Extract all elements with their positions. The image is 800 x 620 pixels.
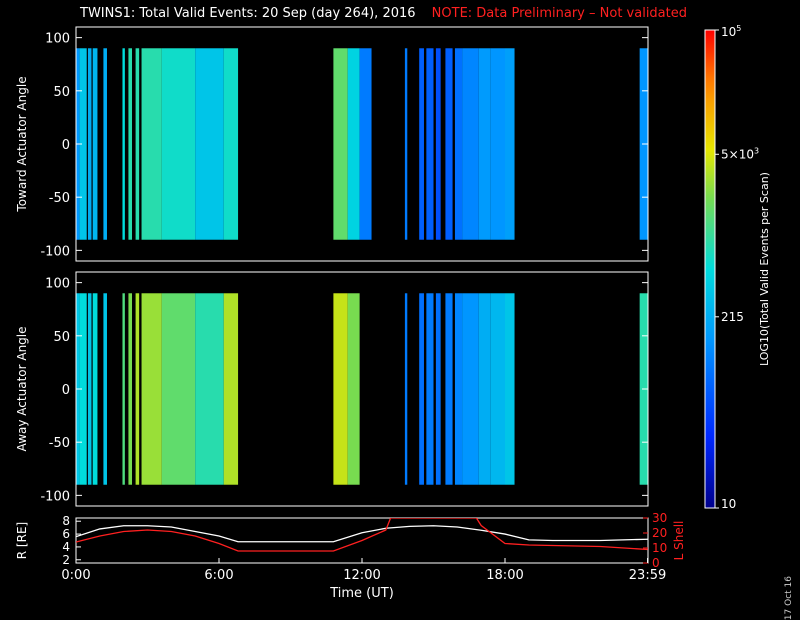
y-tick-label-right: 20	[652, 526, 667, 540]
heatmap-cell	[122, 293, 125, 485]
y-axis-label-right: L Shell	[672, 521, 686, 561]
heatmap-cell	[79, 48, 87, 240]
x-tick-label: 18:00	[486, 568, 523, 583]
y-tick-label: 0	[62, 138, 70, 153]
colorbar-tick-label: 10	[721, 497, 736, 511]
heatmap-cell	[404, 48, 408, 240]
heatmap-cell	[161, 48, 196, 240]
x-tick-label: 0:00	[61, 568, 90, 583]
heatmap-cell	[223, 48, 239, 240]
series-line	[76, 518, 648, 552]
series-line	[76, 525, 648, 543]
colorbar-tick-exp: 3	[754, 146, 759, 155]
y-tick-label: 50	[53, 330, 70, 345]
heatmap-cell	[195, 293, 224, 485]
colorbar-tick-label: 105	[721, 24, 741, 39]
heatmap-cell	[478, 48, 491, 240]
heatmap-cell	[223, 293, 239, 485]
x-tick-label: 23:59	[629, 568, 666, 583]
heatmap-cell	[87, 293, 92, 485]
heatmap-cell	[333, 293, 348, 485]
heatmap-cell	[419, 293, 424, 485]
y-tick-label: 0	[62, 383, 70, 398]
x-tick-label: 12:00	[343, 568, 380, 583]
heatmap-cell	[128, 293, 133, 485]
y-tick-label: -50	[49, 191, 70, 206]
y-tick-label-right: 0	[652, 556, 660, 570]
heatmap-cell	[92, 48, 98, 240]
heatmap-cell	[426, 293, 434, 485]
colorbar-tick-exp: 5	[736, 24, 741, 33]
title-note: NOTE: Data Preliminary – Not validated	[431, 6, 687, 21]
colorbar-label: LOG10(Total Valid Events per Scan)	[758, 172, 771, 366]
y-axis-label-left: R [RE]	[15, 522, 29, 559]
heatmap-cell	[454, 293, 463, 485]
y-axis-label: Away Actuator Angle	[15, 326, 29, 451]
heatmap-cell	[122, 48, 125, 240]
heatmap-cell	[141, 48, 162, 240]
heatmap-cell	[445, 48, 453, 240]
colorbar-tick-label: 215	[721, 310, 744, 324]
y-tick-label: 6	[62, 527, 70, 541]
x-axis-label: Time (UT)	[329, 586, 394, 600]
heatmap-cell	[135, 48, 140, 240]
y-tick-label: 8	[62, 514, 70, 528]
heatmap-cell	[347, 293, 360, 485]
heatmap-cell	[435, 293, 441, 485]
heatmap-cell	[404, 293, 408, 485]
y-axis-label: Toward Actuator Angle	[15, 76, 29, 212]
heatmap-cell	[87, 48, 92, 240]
heatmap-cell	[426, 48, 434, 240]
heatmap-cell	[135, 293, 140, 485]
heatmap-cell	[505, 48, 515, 240]
heatmap-cell	[454, 48, 463, 240]
title-main: TWINS1: Total Valid Events: 20 Sep (day …	[80, 6, 416, 21]
y-tick-label: 2	[62, 553, 70, 567]
heatmap-cell	[333, 48, 348, 240]
date-stamp: 17 Oct 16	[784, 576, 794, 620]
heatmap-cell	[79, 293, 87, 485]
heatmap-cell	[462, 48, 479, 240]
heatmap-cell	[359, 48, 372, 240]
heatmap-cell	[103, 48, 107, 240]
y-tick-label: 50	[53, 85, 70, 100]
y-tick-label: -100	[40, 489, 70, 504]
y-tick-label-right: 10	[652, 541, 667, 555]
heatmap-cell	[347, 48, 360, 240]
heatmap-cell	[462, 293, 479, 485]
y-tick-label: 100	[45, 277, 70, 292]
page-title: TWINS1: Total Valid Events: 20 Sep (day …	[80, 6, 687, 21]
heatmap-cell	[478, 293, 491, 485]
heatmap-cell	[195, 48, 224, 240]
heatmap-cell	[128, 48, 133, 240]
heatmap-cell	[505, 293, 515, 485]
heatmap-cell	[103, 293, 107, 485]
heatmap-cell	[490, 48, 505, 240]
colorbar	[704, 29, 716, 509]
heatmap-cell	[141, 293, 162, 485]
y-tick-label-right: 30	[652, 511, 667, 525]
y-tick-label: 4	[62, 540, 70, 554]
y-tick-label: 100	[45, 32, 70, 47]
heatmap-cell	[419, 48, 424, 240]
heatmap-cell	[445, 293, 453, 485]
y-tick-label: -50	[49, 436, 70, 451]
y-tick-label: -100	[40, 244, 70, 259]
heatmap-cell	[161, 293, 196, 485]
colorbar-tick-label: 5×103	[721, 146, 759, 161]
x-tick-label: 6:00	[204, 568, 233, 583]
heatmap-cell	[435, 48, 441, 240]
heatmap-cell	[92, 293, 98, 485]
heatmap-cell	[490, 293, 505, 485]
